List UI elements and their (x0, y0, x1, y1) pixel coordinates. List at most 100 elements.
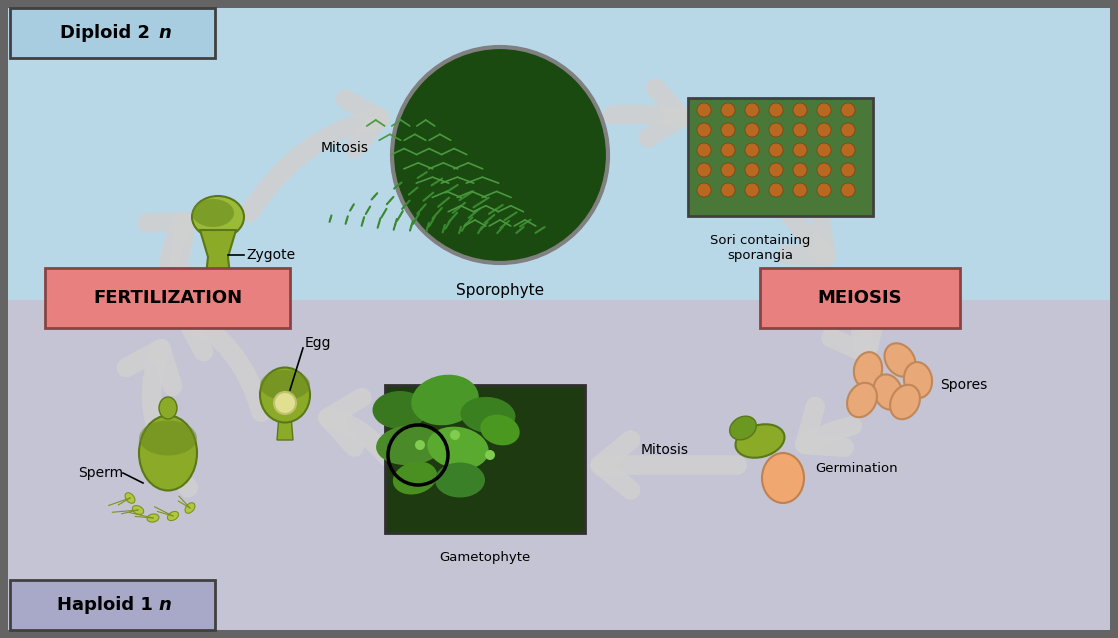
Circle shape (769, 183, 783, 197)
Circle shape (451, 430, 459, 440)
Ellipse shape (730, 416, 756, 440)
Ellipse shape (762, 453, 804, 503)
FancyArrowPatch shape (831, 315, 875, 354)
Text: MEIOSIS: MEIOSIS (817, 289, 902, 307)
Ellipse shape (435, 463, 485, 498)
Circle shape (415, 440, 425, 450)
Ellipse shape (192, 196, 244, 238)
Circle shape (697, 163, 711, 177)
Bar (688, 98, 873, 216)
Ellipse shape (427, 427, 489, 470)
Ellipse shape (873, 375, 902, 410)
Circle shape (697, 123, 711, 137)
Text: Sperm: Sperm (78, 466, 123, 480)
Ellipse shape (125, 493, 135, 503)
Ellipse shape (847, 383, 877, 417)
Ellipse shape (904, 362, 932, 398)
Circle shape (841, 183, 855, 197)
Circle shape (817, 163, 831, 177)
Circle shape (769, 123, 783, 137)
Circle shape (841, 163, 855, 177)
Circle shape (841, 103, 855, 117)
Bar (8, 300, 1110, 630)
Circle shape (721, 183, 735, 197)
FancyArrowPatch shape (126, 349, 188, 488)
Text: Spores: Spores (940, 378, 987, 392)
Bar (10, 8, 215, 58)
FancyArrowPatch shape (146, 222, 187, 265)
Circle shape (817, 143, 831, 157)
Text: Sori containing
sporangia: Sori containing sporangia (710, 234, 811, 262)
FancyArrowPatch shape (600, 440, 737, 490)
Circle shape (210, 282, 226, 298)
Circle shape (817, 103, 831, 117)
Circle shape (485, 450, 495, 460)
Text: Mitosis: Mitosis (641, 443, 689, 457)
Ellipse shape (884, 343, 916, 376)
FancyArrowPatch shape (805, 406, 852, 447)
Circle shape (697, 143, 711, 157)
Circle shape (274, 392, 296, 414)
Bar (8, 8, 1110, 300)
Bar (760, 268, 960, 328)
Ellipse shape (260, 367, 310, 422)
FancyArrowPatch shape (249, 100, 380, 212)
Ellipse shape (132, 505, 144, 514)
Circle shape (793, 123, 807, 137)
Text: FERTILIZATION: FERTILIZATION (93, 289, 243, 307)
Circle shape (793, 163, 807, 177)
Circle shape (392, 47, 608, 263)
Circle shape (841, 143, 855, 157)
Circle shape (769, 103, 783, 117)
Polygon shape (200, 230, 236, 287)
Text: Zygote: Zygote (246, 248, 295, 262)
Circle shape (745, 103, 759, 117)
Ellipse shape (461, 397, 515, 433)
Bar (10, 580, 215, 630)
Ellipse shape (372, 391, 427, 429)
Bar (45, 268, 290, 328)
FancyArrowPatch shape (184, 306, 262, 412)
Text: Mitosis: Mitosis (321, 141, 369, 155)
Text: Sporophyte: Sporophyte (456, 283, 544, 298)
Text: n: n (159, 24, 171, 42)
Circle shape (769, 143, 783, 157)
Polygon shape (277, 415, 293, 440)
Text: Diploid 2: Diploid 2 (60, 24, 150, 42)
Circle shape (793, 143, 807, 157)
Circle shape (697, 103, 711, 117)
Ellipse shape (411, 375, 479, 426)
Circle shape (745, 143, 759, 157)
Circle shape (817, 183, 831, 197)
Ellipse shape (139, 415, 197, 491)
Circle shape (817, 123, 831, 137)
Circle shape (721, 143, 735, 157)
Circle shape (793, 103, 807, 117)
Circle shape (721, 163, 735, 177)
Text: Egg: Egg (305, 336, 332, 350)
Ellipse shape (159, 397, 177, 419)
Ellipse shape (186, 503, 195, 513)
Ellipse shape (260, 370, 310, 400)
Ellipse shape (148, 514, 159, 522)
FancyArrowPatch shape (787, 217, 826, 256)
FancyArrowPatch shape (328, 397, 388, 458)
Circle shape (697, 183, 711, 197)
Bar (385, 385, 585, 533)
FancyArrowPatch shape (613, 88, 682, 137)
Circle shape (745, 123, 759, 137)
Ellipse shape (392, 461, 437, 494)
Ellipse shape (192, 199, 234, 227)
Circle shape (841, 123, 855, 137)
Ellipse shape (736, 424, 785, 457)
Text: Haploid 1: Haploid 1 (57, 596, 153, 614)
Circle shape (745, 183, 759, 197)
Ellipse shape (139, 420, 197, 456)
Ellipse shape (854, 352, 882, 388)
Circle shape (793, 183, 807, 197)
Circle shape (745, 163, 759, 177)
Circle shape (769, 163, 783, 177)
Text: Gametophyte: Gametophyte (439, 551, 531, 564)
Ellipse shape (890, 385, 920, 419)
Circle shape (721, 103, 735, 117)
